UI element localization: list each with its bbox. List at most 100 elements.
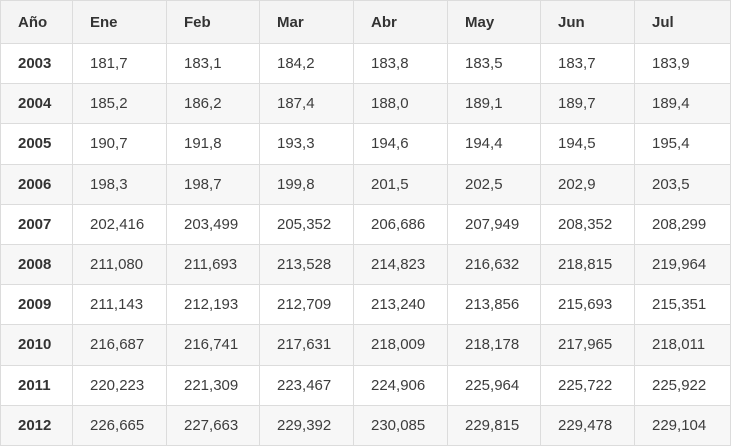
value-cell: 217,631 (259, 324, 354, 366)
value-cell: 203,5 (634, 163, 731, 205)
header-mar: Mar (259, 0, 354, 44)
row-year-cell: 2005 (0, 123, 73, 165)
value-cell: 185,2 (72, 83, 167, 125)
value-cell: 198,3 (72, 163, 167, 205)
value-cell: 219,964 (634, 243, 731, 286)
row-year-cell: 2007 (0, 203, 73, 245)
value-cell: 203,499 (166, 203, 260, 245)
value-cell: 183,5 (447, 42, 541, 85)
value-cell: 190,7 (72, 123, 167, 165)
value-cell: 211,693 (166, 243, 260, 286)
value-cell: 201,5 (353, 163, 448, 205)
value-cell: 199,8 (259, 163, 354, 205)
value-cell: 188,0 (353, 83, 448, 125)
value-cell: 225,922 (634, 364, 731, 406)
value-cell: 229,478 (540, 404, 635, 447)
value-cell: 189,1 (447, 83, 541, 125)
value-cell: 226,665 (72, 404, 167, 447)
value-cell: 220,223 (72, 364, 167, 406)
value-cell: 193,3 (259, 123, 354, 165)
value-cell: 216,741 (166, 324, 260, 366)
value-cell: 212,709 (259, 284, 354, 326)
value-cell: 184,2 (259, 42, 354, 85)
value-cell: 218,815 (540, 243, 635, 286)
row-year-cell: 2003 (0, 42, 73, 85)
value-cell: 186,2 (166, 83, 260, 125)
value-cell: 218,011 (634, 324, 731, 366)
value-cell: 229,392 (259, 404, 354, 447)
table-row: 2012 226,665 227,663 229,392 230,085 229,815 2… (0, 404, 731, 447)
value-cell: 216,687 (72, 324, 167, 366)
value-cell: 183,8 (353, 42, 448, 85)
value-cell: 221,309 (166, 364, 260, 406)
value-cell: 216,632 (447, 243, 541, 286)
value-cell: 206,686 (353, 203, 448, 245)
table-row: 2008 211,080 211,693 213,528 214,823 216,632 2… (0, 243, 731, 286)
row-year-cell: 2006 (0, 163, 73, 205)
value-cell: 215,693 (540, 284, 635, 326)
value-cell: 183,7 (540, 42, 635, 85)
header-year: Año (0, 0, 73, 44)
value-cell: 213,856 (447, 284, 541, 326)
value-cell: 202,5 (447, 163, 541, 205)
value-cell: 229,104 (634, 404, 731, 447)
value-cell: 225,964 (447, 364, 541, 406)
row-year-cell: 2008 (0, 243, 73, 286)
header-row: Año Ene Feb Mar Abr May Jun Jul (0, 0, 731, 44)
value-cell: 187,4 (259, 83, 354, 125)
value-cell: 189,7 (540, 83, 635, 125)
row-year-cell: 2004 (0, 83, 73, 125)
row-year-cell: 2009 (0, 284, 73, 326)
value-cell: 191,8 (166, 123, 260, 165)
table-row: 2007 202,416 203,499 205,352 206,686 207,949 2… (0, 203, 731, 245)
value-cell: 181,7 (72, 42, 167, 85)
table-row: 2004 185,2 186,2 187,4 188,0 189,1 189,7 189,4 (0, 83, 731, 125)
table-row: 2009 211,143 212,193 212,709 213,240 213,856 2… (0, 284, 731, 326)
value-cell: 211,080 (72, 243, 167, 286)
table-row: 2006 198,3 198,7 199,8 201,5 202,5 202,9 203,5 (0, 163, 731, 205)
value-cell: 202,416 (72, 203, 167, 245)
value-cell: 183,9 (634, 42, 731, 85)
value-cell: 189,4 (634, 83, 731, 125)
header-may: May (447, 0, 541, 44)
value-cell: 230,085 (353, 404, 448, 447)
row-year-cell: 2012 (0, 404, 73, 447)
row-year-cell: 2011 (0, 364, 73, 406)
row-year-cell: 2010 (0, 324, 73, 366)
value-cell: 183,1 (166, 42, 260, 85)
value-cell: 194,6 (353, 123, 448, 165)
value-cell: 211,143 (72, 284, 167, 326)
value-cell: 225,722 (540, 364, 635, 406)
table-row: 2005 190,7 191,8 193,3 194,6 194,4 194,5 195,4 (0, 123, 731, 165)
value-cell: 205,352 (259, 203, 354, 245)
value-cell: 212,193 (166, 284, 260, 326)
value-cell: 202,9 (540, 163, 635, 205)
table-row: 2010 216,687 216,741 217,631 218,009 218,178 2… (0, 324, 731, 366)
value-cell: 208,299 (634, 203, 731, 245)
table-row: 2011 220,223 221,309 223,467 224,906 225,964 2… (0, 364, 731, 406)
header-jul: Jul (634, 0, 731, 44)
value-cell: 223,467 (259, 364, 354, 406)
header-apr: Abr (353, 0, 448, 44)
value-cell: 207,949 (447, 203, 541, 245)
value-cell: 213,528 (259, 243, 354, 286)
value-cell: 215,351 (634, 284, 731, 326)
value-cell: 218,178 (447, 324, 541, 366)
value-cell: 218,009 (353, 324, 448, 366)
value-cell: 217,965 (540, 324, 635, 366)
value-cell: 198,7 (166, 163, 260, 205)
header-jun: Jun (540, 0, 635, 44)
value-cell: 194,4 (447, 123, 541, 165)
value-cell: 227,663 (166, 404, 260, 447)
table-row: 2003 181,7 183,1 184,2 183,8 183,5 183,7 183,9 (0, 42, 731, 85)
value-cell: 214,823 (353, 243, 448, 286)
value-cell: 213,240 (353, 284, 448, 326)
value-cell: 229,815 (447, 404, 541, 447)
value-cell: 195,4 (634, 123, 731, 165)
value-cell: 194,5 (540, 123, 635, 165)
value-cell: 224,906 (353, 364, 448, 406)
header-jan: Ene (72, 0, 167, 44)
header-feb: Feb (166, 0, 260, 44)
value-cell: 208,352 (540, 203, 635, 245)
